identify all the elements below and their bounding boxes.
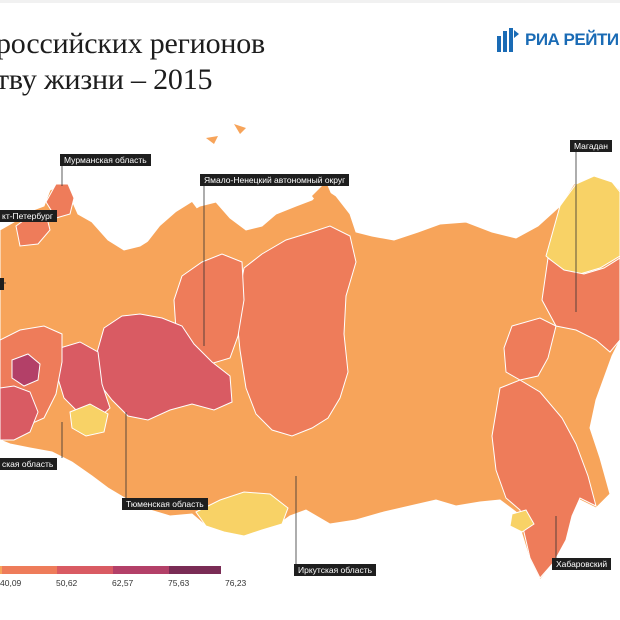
legend-value-4: 75,63 [168, 578, 190, 588]
label-khabarovsk: Хабаровский [552, 558, 612, 570]
logo-text: РИА РЕЙТИ [525, 30, 619, 49]
region-khabarovsk [491, 379, 597, 579]
severnaya-zemlya [312, 182, 332, 212]
title-line-1: российских регионов [0, 27, 266, 60]
region-jewish [509, 509, 535, 533]
ria-logo: РИА РЕЙТИ [497, 28, 619, 52]
legend-value-3: 62,57 [112, 578, 134, 588]
label-spb: кт-Петербург [0, 210, 58, 222]
label-murmansk: Мурманская область [60, 154, 151, 166]
region-west-red [0, 385, 39, 441]
legend-swatch-1 [0, 566, 2, 574]
region-yakutia-east [503, 317, 557, 381]
legend-value-5: 76,23 [225, 578, 247, 588]
legend-color-scale [0, 566, 221, 574]
region-krasnoyarsk [235, 225, 357, 437]
region-moscow [11, 353, 41, 387]
legend-swatch-5 [169, 566, 221, 574]
region-altai [195, 491, 289, 537]
title-line-2: тву жизни – 2015 [0, 63, 213, 96]
legend-value-1: 40,09 [0, 578, 22, 588]
label-oblast: ская область [0, 458, 58, 470]
label-tyumen: Тюменская область [122, 498, 208, 510]
region-magadan [545, 175, 620, 275]
label-magadan: Магадан [570, 140, 612, 152]
novaya-zemlya [146, 202, 198, 252]
label-irkutsk: Иркутская область [294, 564, 377, 576]
legend-swatch-2 [2, 566, 57, 574]
label-yamal: Ямало-Ненецкий автономный округ [200, 174, 350, 186]
legend-value-2: 50,62 [56, 578, 78, 588]
legend-swatch-4 [113, 566, 169, 574]
legend-swatch-3 [57, 566, 113, 574]
top-rule [0, 0, 620, 3]
page-title: российских регионов тву жизни – 2015 [0, 26, 265, 98]
region-kurgan [69, 403, 109, 437]
ria-logo-icon [497, 28, 519, 52]
label-leader-lines [0, 152, 577, 564]
region-tyumen [95, 313, 233, 421]
region-kamchatka [541, 257, 620, 353]
arctic-island [206, 124, 246, 144]
label-moscow-marker [0, 278, 4, 290]
